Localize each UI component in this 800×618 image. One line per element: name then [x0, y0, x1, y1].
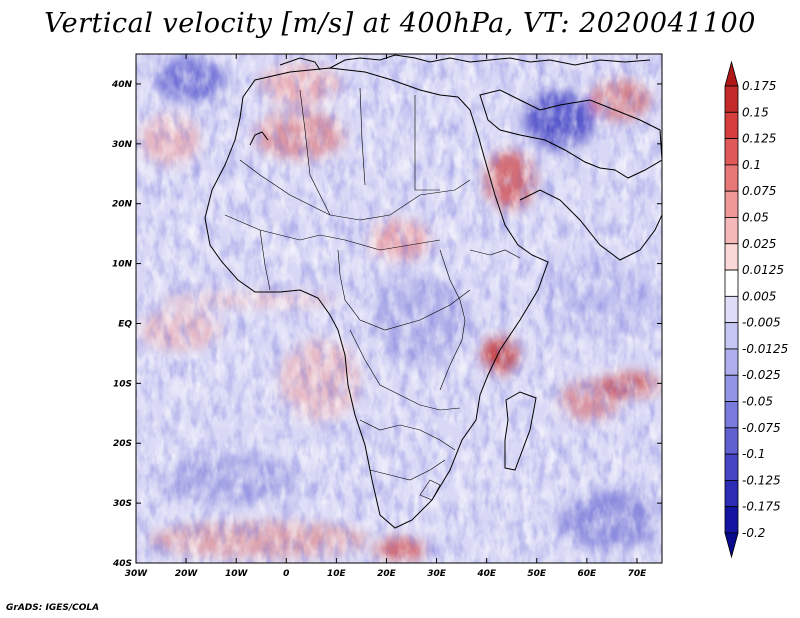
colorbar-swatch [724, 480, 739, 508]
colorbar: 0.175 0.15 0.125 0.1 0.075 0.05 0.025 0.0125 0.0… [724, 60, 788, 559]
map-frame [135, 53, 663, 564]
colorbar-label: 0.025 [742, 237, 776, 251]
colorbar-swatch [724, 401, 739, 429]
map-title: Vertical velocity [m/s] at 400hPa, VT: 2… [44, 8, 756, 39]
colorbar-label: -0.075 [742, 421, 781, 435]
colorbar-swatch [724, 190, 739, 218]
colorbar-label: 0.175 [742, 79, 776, 93]
colorbar-label: -0.025 [742, 368, 781, 382]
colorbar-label: -0.1 [742, 447, 765, 461]
colorbar-label: 0.1 [742, 158, 761, 172]
y-tick-label: 30S [113, 499, 132, 509]
colorbar-bottom-triangle [724, 532, 739, 559]
colorbar-swatch [724, 164, 739, 192]
colorbar-swatch [724, 427, 739, 455]
y-tick-label: 30N [112, 140, 133, 150]
x-tick-label: 10E [327, 569, 347, 579]
x-tick-label: 60E [578, 569, 598, 579]
footer-credit: GrADS: IGES/COLA [6, 603, 100, 613]
colorbar-label: -0.005 [742, 316, 781, 330]
colorbar-label: -0.125 [742, 473, 781, 487]
colorbar-swatch [724, 295, 739, 324]
colorbar-label: -0.0125 [742, 342, 788, 356]
velocity-field [136, 54, 662, 563]
colorbar-label: 0.075 [742, 184, 776, 198]
colorbar-label: 0.15 [742, 105, 769, 119]
colorbar-label: -0.05 [742, 395, 773, 409]
y-tick-label: 10S [113, 379, 132, 389]
y-tick-label: 10N [112, 260, 133, 270]
y-tick-label: EQ [118, 319, 132, 329]
colorbar-label: 0.0125 [742, 263, 784, 277]
country-borders [224, 87, 521, 501]
colorbar-label: 0.125 [742, 132, 776, 146]
colorbar-label: -0.2 [742, 526, 765, 540]
colorbar-swatch [724, 269, 739, 297]
x-tick-label: 20E [377, 569, 397, 579]
x-tick-label: 20W [175, 569, 199, 579]
colorbar-label: -0.175 [742, 500, 781, 514]
x-tick-label: 30E [427, 569, 447, 579]
colorbar-label: 0.05 [742, 210, 769, 224]
x-tick-label: 0 [283, 569, 289, 579]
colorbar-swatch [724, 217, 739, 245]
colorbar-swatch [724, 506, 739, 534]
colorbar-swatch [724, 243, 739, 271]
texture-blue [136, 54, 662, 563]
y-tick-label: 40S [112, 559, 132, 569]
colorbar-swatch [724, 85, 739, 113]
colorbar-swatch [724, 453, 739, 481]
x-tick-label: 10W [225, 569, 249, 579]
y-tick-label: 20N [112, 200, 133, 210]
colorbar-swatch [724, 138, 739, 166]
colorbar-swatch [724, 322, 739, 350]
x-tick-label: 40E [476, 569, 497, 579]
y-tick-label: 20S [113, 439, 132, 449]
y-tick-label: 40N [111, 80, 133, 90]
x-axis-ticks: 30W 20W 10W 0 10E 20E 30E 40E 50E 60E 70E [125, 54, 647, 579]
colorbar-swatch [724, 111, 739, 139]
x-tick-label: 30W [125, 569, 149, 579]
colorbar-swatch [724, 348, 739, 376]
colorbar-swatch [724, 374, 739, 402]
y-axis-ticks: 40N 30N 20N 10N EQ 10S 20S 30S 40S [111, 80, 662, 569]
colorbar-top-triangle [724, 60, 739, 87]
x-tick-label: 50E [527, 569, 547, 579]
x-tick-label: 70E [628, 569, 648, 579]
coastlines [204, 54, 662, 529]
colorbar-label: 0.005 [742, 289, 776, 303]
